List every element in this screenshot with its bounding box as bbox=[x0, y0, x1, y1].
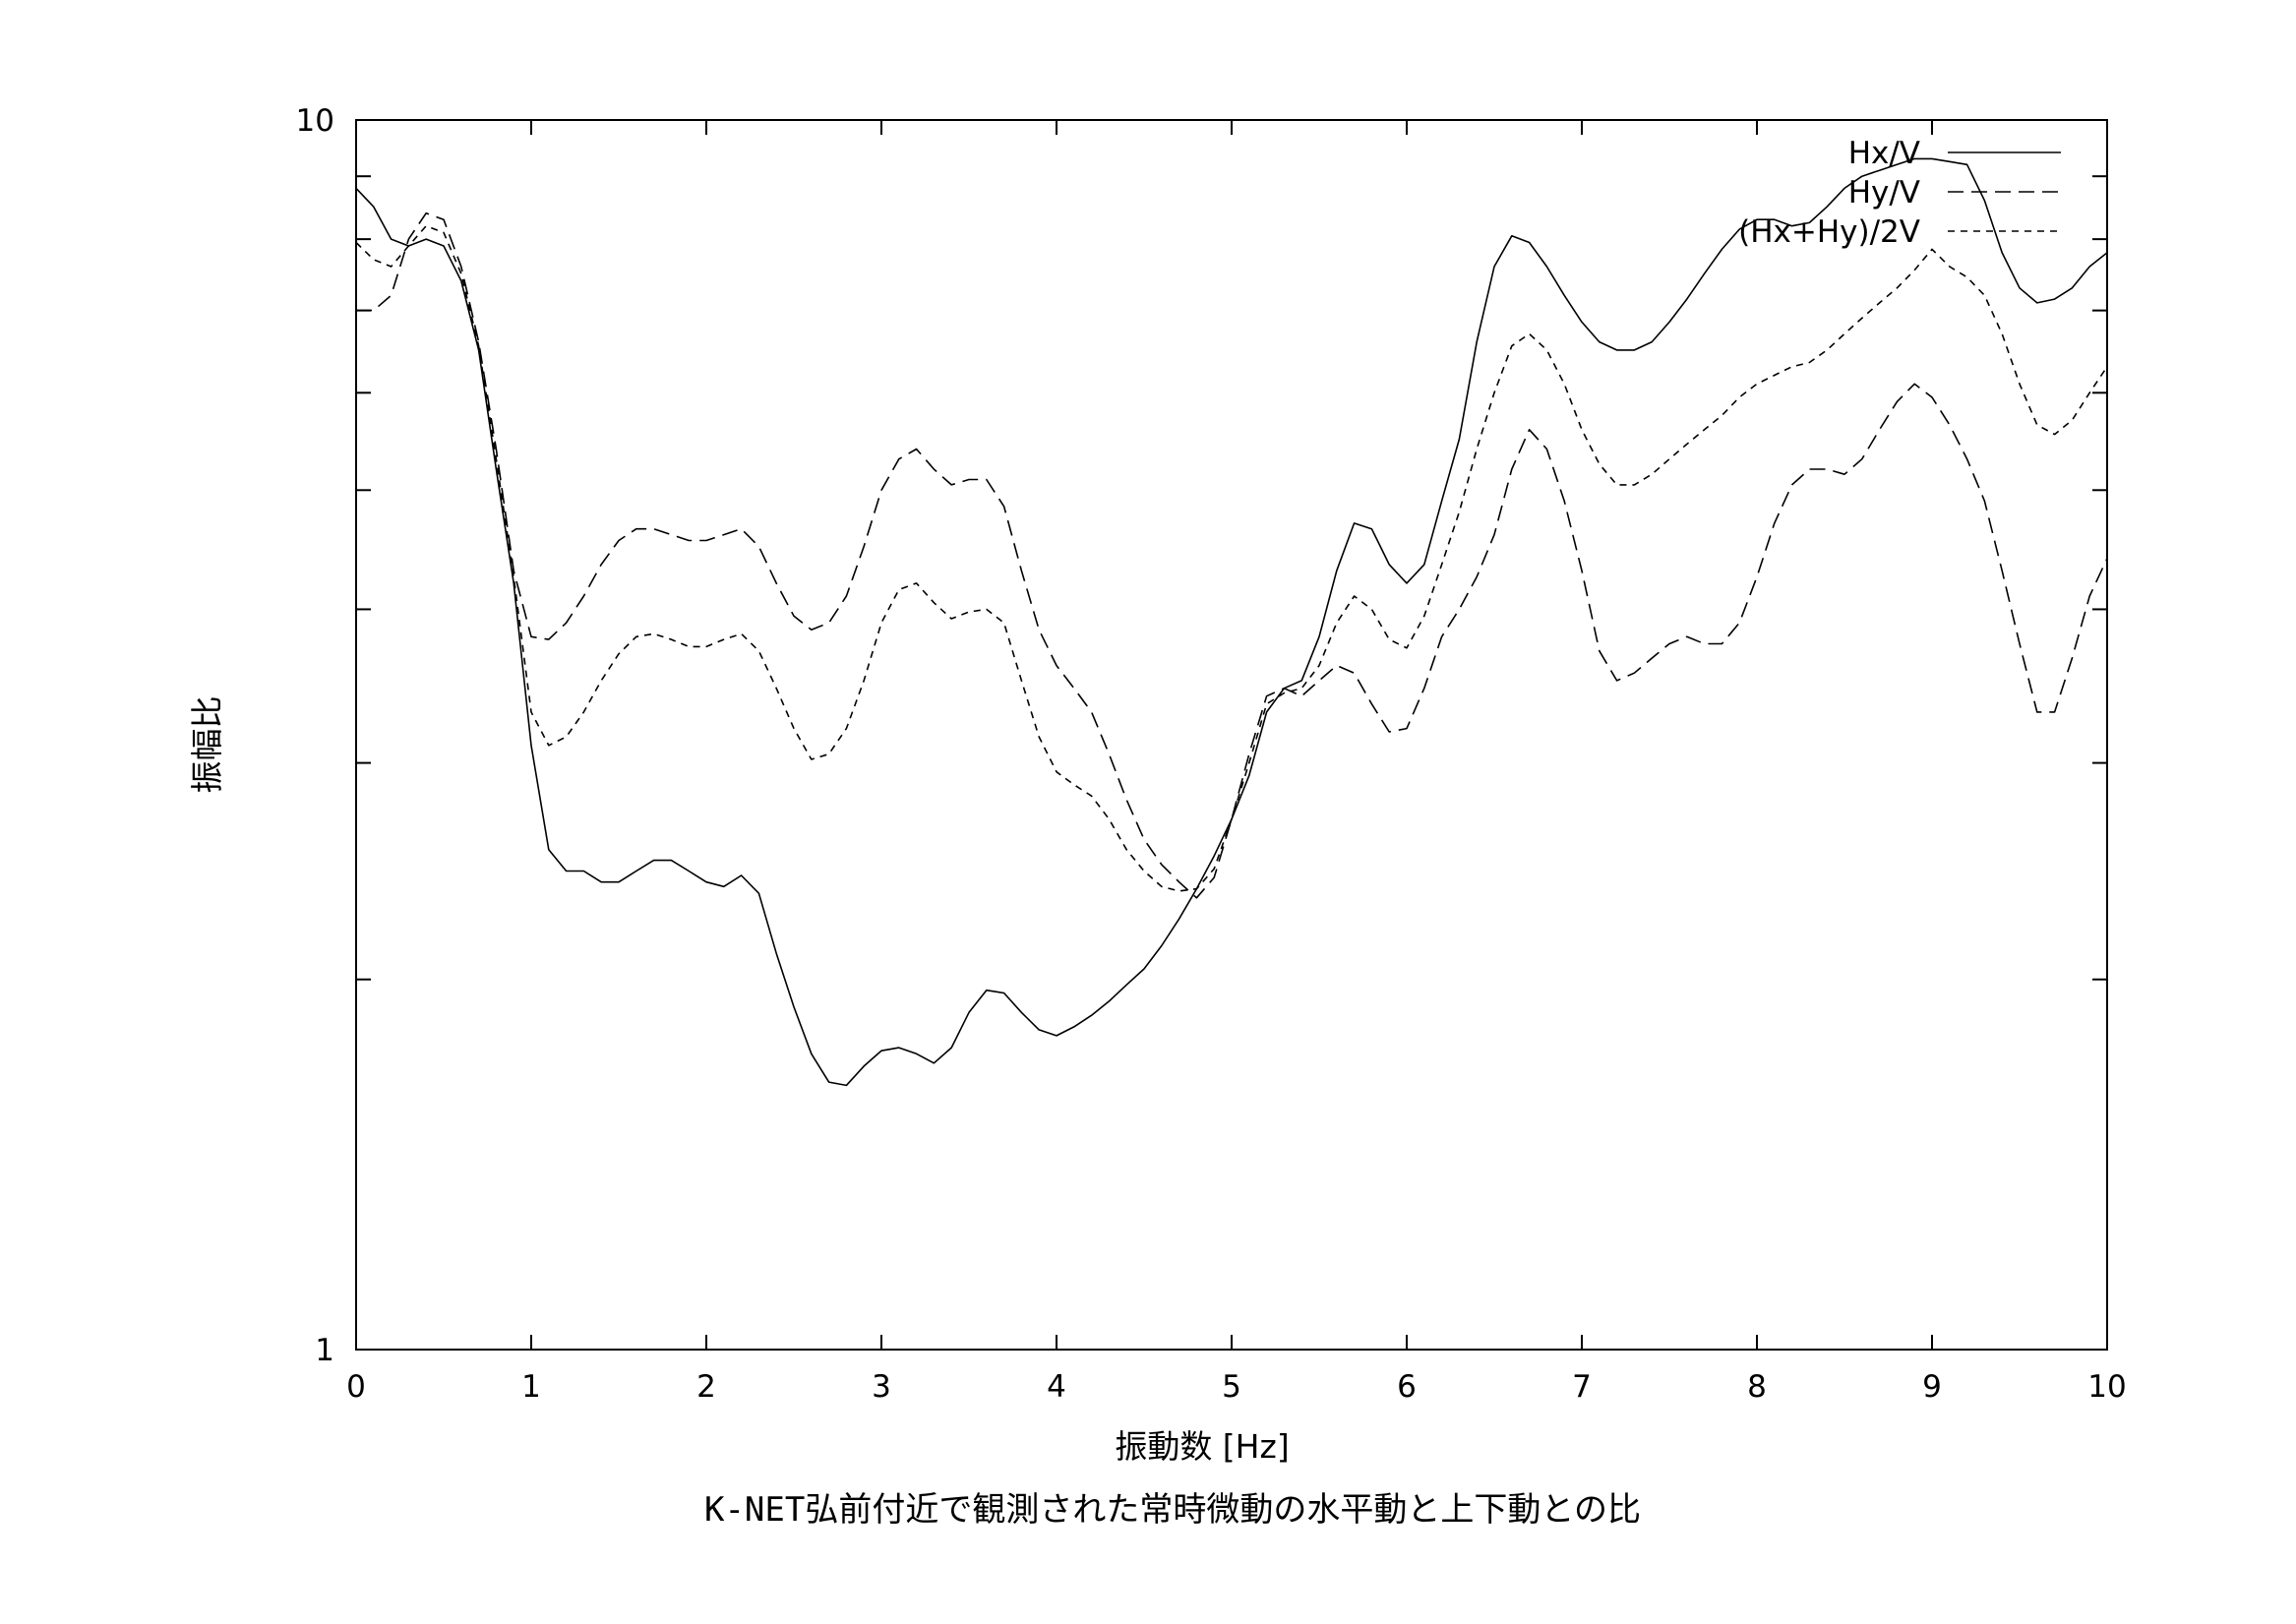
axis-ticks bbox=[356, 120, 2107, 1350]
x-tick-label: 9 bbox=[1922, 1369, 1942, 1405]
x-tick-label: 2 bbox=[696, 1369, 716, 1405]
x-tick-label: 1 bbox=[521, 1369, 541, 1405]
y-tick-label: 10 bbox=[296, 103, 334, 139]
x-tick-label: 0 bbox=[346, 1369, 366, 1405]
series-line-0 bbox=[355, 157, 2108, 1087]
x-tick-label: 5 bbox=[1222, 1369, 1241, 1405]
x-tick-label: 10 bbox=[2087, 1369, 2126, 1405]
y-tick-label: 1 bbox=[315, 1333, 334, 1368]
x-axis-title: 振動数 [Hz] bbox=[1115, 1427, 1289, 1466]
chart-caption: K-NET弘前付近で観測された常時微動の水平動と上下動との比 bbox=[704, 1490, 1641, 1530]
series-line-1 bbox=[356, 211, 2108, 899]
x-tick-label: 8 bbox=[1747, 1369, 1767, 1405]
legend-label: Hy/V bbox=[1848, 175, 1920, 211]
y-axis-title: 振幅比 bbox=[188, 696, 226, 794]
legend: Hx/V Hy/V(Hx+Hy)/2V bbox=[1738, 136, 2061, 250]
x-tick-label: 6 bbox=[1397, 1369, 1417, 1405]
series-line-2 bbox=[355, 224, 2108, 892]
series-layer bbox=[355, 157, 2108, 1087]
legend-label: (Hx+Hy)/2V bbox=[1738, 214, 1920, 250]
x-tick-label: 4 bbox=[1047, 1369, 1066, 1405]
plot-frame bbox=[355, 119, 2108, 1351]
x-tick-label: 3 bbox=[872, 1369, 891, 1405]
legend-label: Hx/V bbox=[1848, 136, 1920, 171]
x-tick-label: 7 bbox=[1572, 1369, 1592, 1405]
